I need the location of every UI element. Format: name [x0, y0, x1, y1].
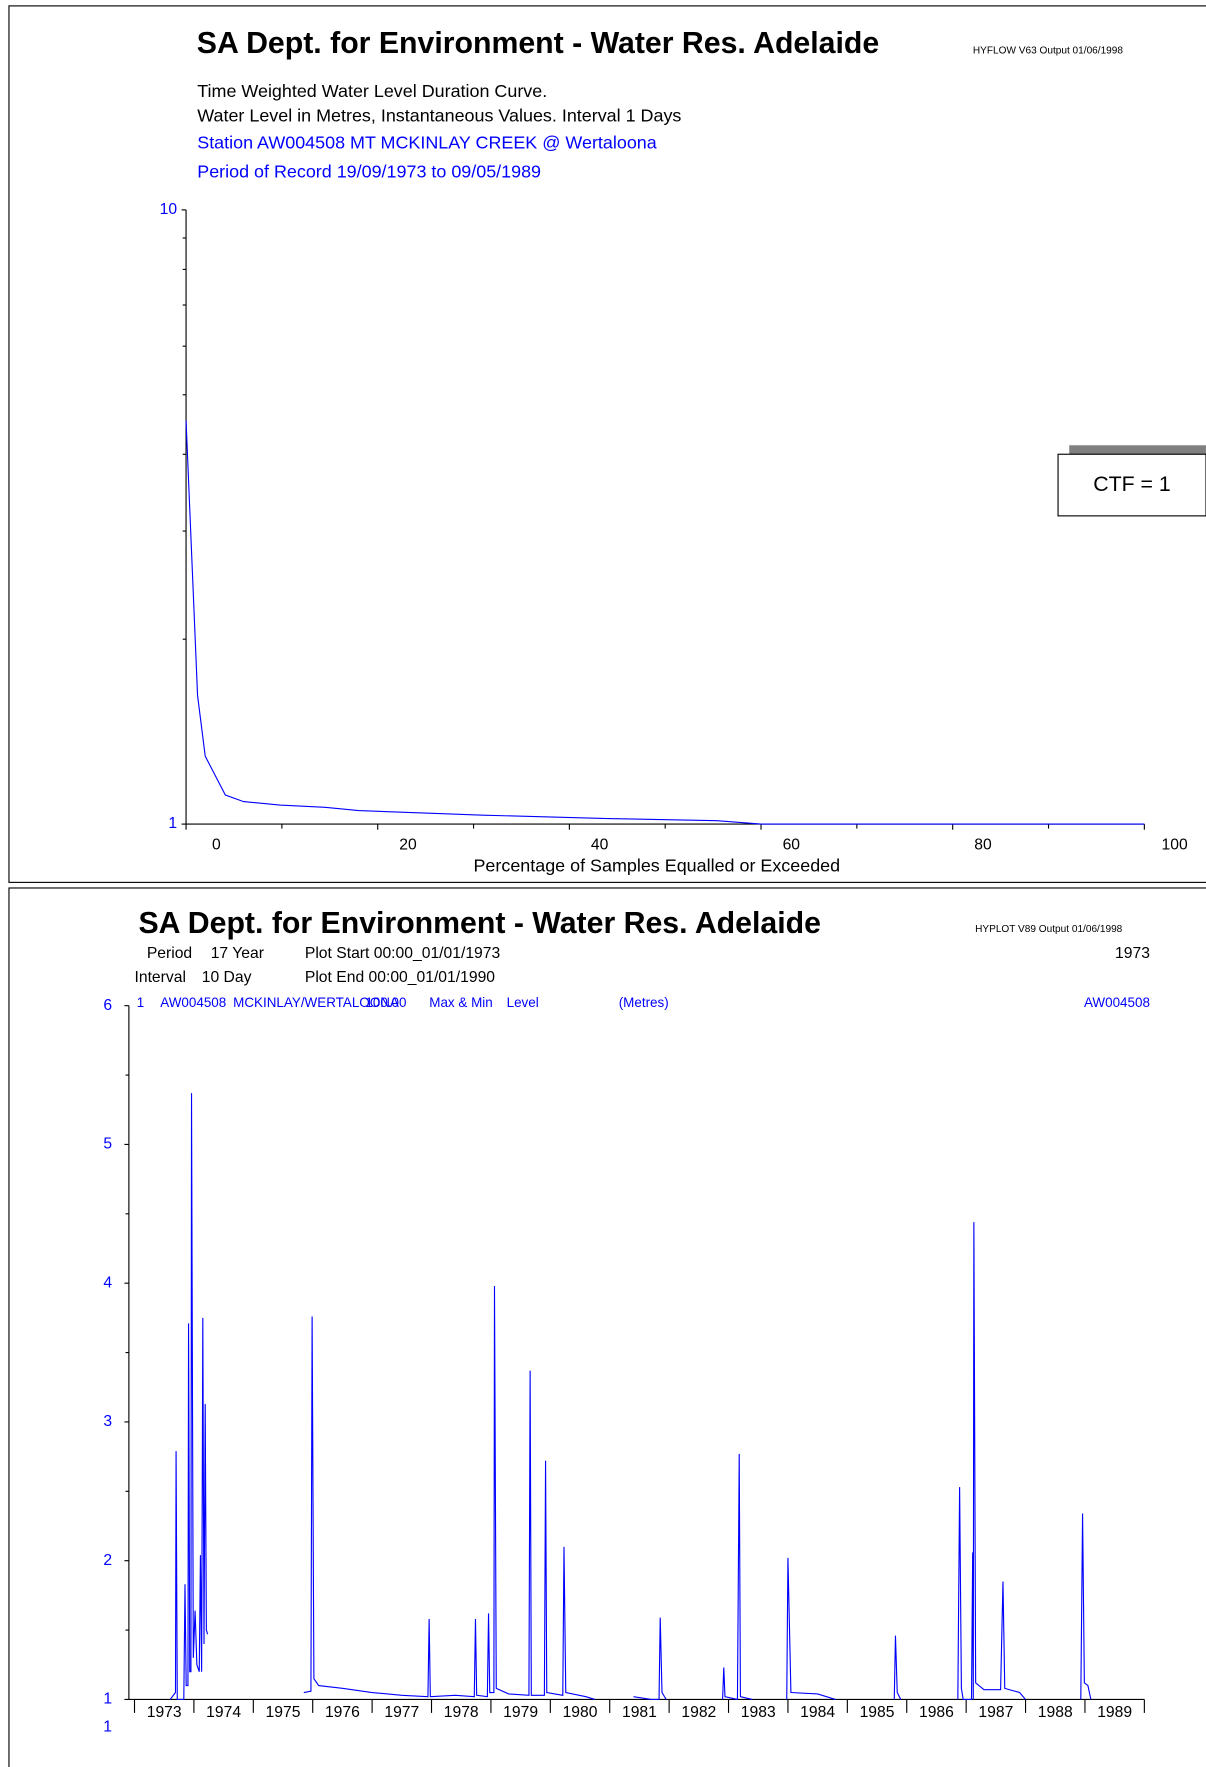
ctf-label: CTF = 1 [1093, 472, 1170, 496]
plot-start: Plot Start 00:00_01/01/1973 [305, 945, 501, 962]
data-line [169, 1093, 1092, 1701]
top-frame [8, 5, 1206, 883]
interval-label: Interval [134, 969, 185, 986]
y-tick-label: 1 [168, 815, 177, 832]
station: Station AW004508 MT MCKINLAY CREEK @ Wer… [197, 132, 657, 152]
series-variable: Level [507, 995, 539, 1010]
x-category-label: 1982 [681, 1704, 716, 1721]
extra-label: 1 [103, 1719, 112, 1736]
data-line [185, 420, 1145, 825]
x-category-label: 1975 [266, 1704, 301, 1721]
x-category-label: 1977 [384, 1704, 419, 1721]
subtitle: Water Level in Metres, Instantaneous Val… [197, 106, 681, 126]
y-tick-label: 5 [103, 1136, 112, 1153]
x-category-label: 1985 [860, 1704, 895, 1721]
x-tick-label: 0 [212, 837, 221, 854]
y-tick-label: 1 [103, 1691, 112, 1708]
ctf-shadow [1069, 445, 1206, 455]
x-category-label: 1987 [978, 1704, 1013, 1721]
x-category-label: 1984 [800, 1704, 835, 1721]
x-tick-label: 60 [783, 837, 801, 854]
plot-end: Plot End 00:00_01/01/1990 [305, 969, 495, 986]
y-tick-label: 3 [103, 1413, 112, 1430]
x-category-label: 1973 [147, 1704, 182, 1721]
subtitle: Time Weighted Water Level Duration Curve… [197, 81, 547, 101]
x-tick-label: 20 [399, 837, 417, 854]
series-offset: 100.00 [365, 995, 406, 1010]
x-category-label: 1979 [503, 1704, 538, 1721]
bottom-frame [8, 887, 1206, 1767]
x-tick-label: 80 [974, 837, 992, 854]
start-year: 1973 [1115, 945, 1150, 962]
y-tick-label: 2 [103, 1552, 112, 1569]
x-category-label: 1989 [1097, 1704, 1132, 1721]
x-category-label: 1974 [206, 1704, 241, 1721]
series-kind: Max & Min [429, 995, 492, 1010]
series-site: AW004508 [160, 995, 226, 1010]
x-category-label: 1986 [919, 1704, 954, 1721]
x-category-label: 1978 [444, 1704, 479, 1721]
period-value: 17 Year [211, 945, 264, 962]
y-tick-label: 6 [103, 997, 112, 1014]
title: SA Dept. for Environment - Water Res. Ad… [197, 27, 879, 60]
site-right: AW004508 [1084, 995, 1150, 1010]
x-category-label: 1988 [1038, 1704, 1073, 1721]
y-tick-label: 10 [160, 201, 178, 218]
interval-value: 10 Day [202, 969, 252, 986]
period: Period of Record 19/09/1973 to 09/05/198… [197, 162, 541, 182]
x-category-label: 1976 [325, 1704, 360, 1721]
x-tick-label: 40 [591, 837, 609, 854]
y-tick-label: 4 [103, 1274, 112, 1291]
program-note: HYFLOW V63 Output 01/06/1998 [973, 45, 1124, 56]
series-units: (Metres) [619, 995, 669, 1010]
x-category-label: 1980 [563, 1704, 598, 1721]
program-note: HYPLOT V89 Output 01/06/1998 [975, 924, 1123, 935]
x-category-label: 1981 [622, 1704, 657, 1721]
title: SA Dept. for Environment - Water Res. Ad… [138, 907, 820, 940]
ctf-box [1057, 453, 1206, 517]
x-category-label: 1983 [741, 1704, 776, 1721]
series-name: MCKINLAY/WERTALOONA [233, 995, 399, 1010]
series-number: 1 [137, 995, 144, 1010]
x-tick-label: 100 [1162, 837, 1188, 854]
x-axis-label: Percentage of Samples Equalled or Exceed… [473, 855, 840, 875]
period-label: Period [147, 945, 192, 962]
